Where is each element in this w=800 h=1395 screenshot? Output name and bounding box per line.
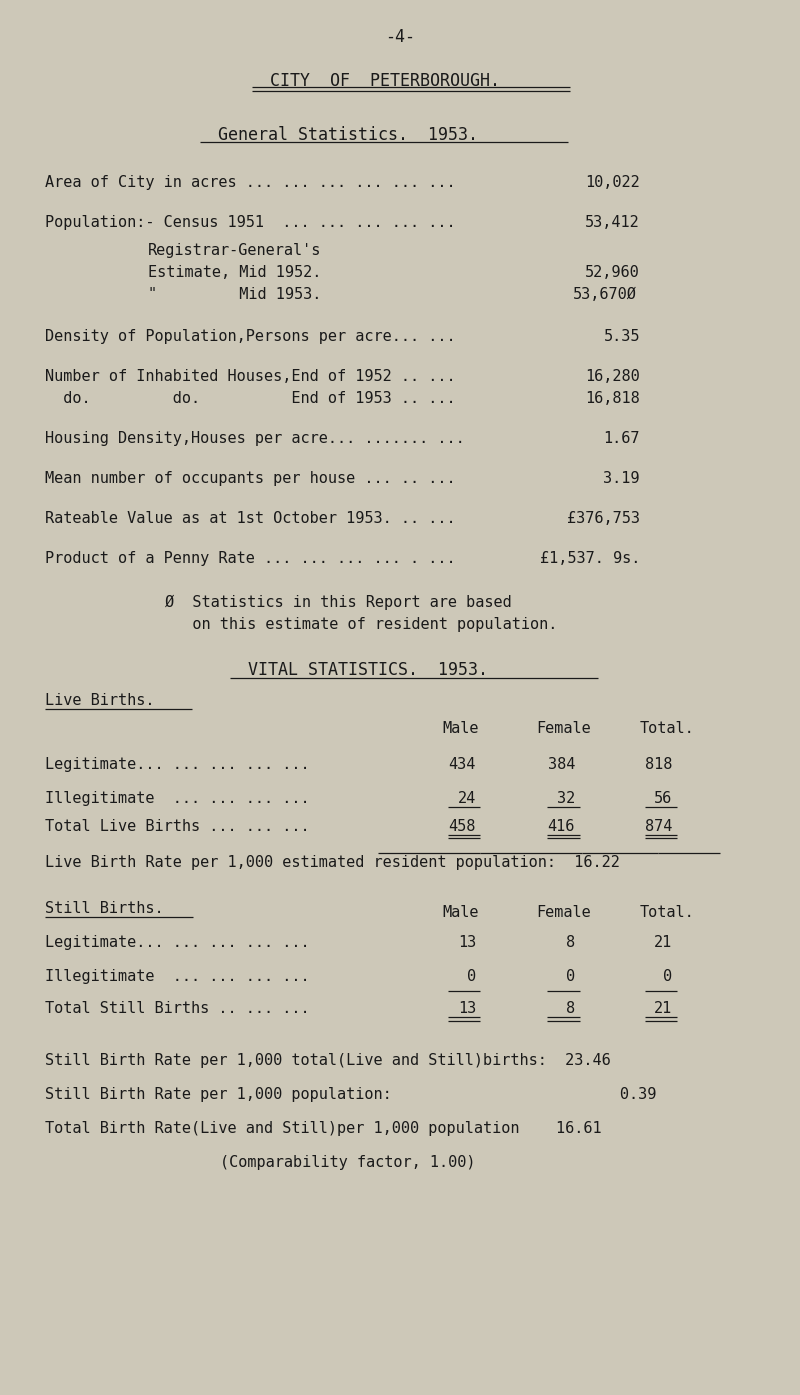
Text: 24: 24 [458, 791, 476, 806]
Text: Mean number of occupants per house ... .. ...: Mean number of occupants per house ... .… [45, 472, 456, 485]
Text: Illegitimate  ... ... ... ...: Illegitimate ... ... ... ... [45, 791, 310, 806]
Text: 53,670Ø: 53,670Ø [573, 287, 637, 301]
Text: "         Mid 1953.: " Mid 1953. [148, 287, 322, 301]
Text: Still Birth Rate per 1,000 population:                         0.39: Still Birth Rate per 1,000 population: 0… [45, 1087, 656, 1102]
Text: 416: 416 [548, 819, 575, 834]
Text: Total.: Total. [640, 905, 694, 919]
Text: 0: 0 [467, 970, 476, 983]
Text: Male: Male [442, 721, 478, 737]
Text: 5.35: 5.35 [603, 329, 640, 345]
Text: Population:- Census 1951  ... ... ... ... ...: Population:- Census 1951 ... ... ... ...… [45, 215, 456, 230]
Text: 874: 874 [645, 819, 672, 834]
Text: Female: Female [536, 721, 590, 737]
Text: 8: 8 [566, 935, 575, 950]
Text: Total Still Births .. ... ...: Total Still Births .. ... ... [45, 1002, 310, 1016]
Text: Registrar-General's: Registrar-General's [148, 243, 322, 258]
Text: Live Birth Rate per 1,000 estimated resident population:  16.22: Live Birth Rate per 1,000 estimated resi… [45, 855, 620, 870]
Text: Illegitimate  ... ... ... ...: Illegitimate ... ... ... ... [45, 970, 310, 983]
Text: 16,818: 16,818 [586, 391, 640, 406]
Text: £376,753: £376,753 [567, 511, 640, 526]
Text: 13: 13 [458, 935, 476, 950]
Text: Legitimate... ... ... ... ...: Legitimate... ... ... ... ... [45, 935, 310, 950]
Text: 21: 21 [654, 1002, 672, 1016]
Text: 458: 458 [449, 819, 476, 834]
Text: Female: Female [536, 905, 590, 919]
Text: 818: 818 [645, 757, 672, 771]
Text: 53,412: 53,412 [586, 215, 640, 230]
Text: 13: 13 [458, 1002, 476, 1016]
Text: 10,022: 10,022 [586, 174, 640, 190]
Text: 3.19: 3.19 [603, 472, 640, 485]
Text: Live Births.: Live Births. [45, 693, 154, 709]
Text: Total.: Total. [640, 721, 694, 737]
Text: 16,280: 16,280 [586, 370, 640, 384]
Text: General Statistics.  1953.: General Statistics. 1953. [218, 126, 478, 144]
Text: 0: 0 [663, 970, 672, 983]
Text: Total Birth Rate(Live and Still)per 1,000 population    16.61: Total Birth Rate(Live and Still)per 1,00… [45, 1122, 602, 1136]
Text: 8: 8 [566, 1002, 575, 1016]
Text: do.         do.          End of 1953 .. ...: do. do. End of 1953 .. ... [45, 391, 456, 406]
Text: VITAL STATISTICS.  1953.: VITAL STATISTICS. 1953. [248, 661, 488, 679]
Text: on this estimate of resident population.: on this estimate of resident population. [165, 617, 558, 632]
Text: 384: 384 [548, 757, 575, 771]
Text: £1,537. 9s.: £1,537. 9s. [540, 551, 640, 566]
Text: 434: 434 [449, 757, 476, 771]
Text: Area of City in acres ... ... ... ... ... ...: Area of City in acres ... ... ... ... ..… [45, 174, 456, 190]
Text: CITY  OF  PETERBOROUGH.: CITY OF PETERBOROUGH. [270, 73, 500, 91]
Text: 0: 0 [566, 970, 575, 983]
Text: (Comparability factor, 1.00): (Comparability factor, 1.00) [220, 1155, 475, 1170]
Text: Number of Inhabited Houses,End of 1952 .. ...: Number of Inhabited Houses,End of 1952 .… [45, 370, 456, 384]
Text: Product of a Penny Rate ... ... ... ... . ...: Product of a Penny Rate ... ... ... ... … [45, 551, 456, 566]
Text: 32: 32 [557, 791, 575, 806]
Text: Ø  Statistics in this Report are based: Ø Statistics in this Report are based [165, 596, 512, 610]
Text: 56: 56 [654, 791, 672, 806]
Text: -4-: -4- [385, 28, 415, 46]
Text: 52,960: 52,960 [586, 265, 640, 280]
Text: Housing Density,Houses per acre... ....... ...: Housing Density,Houses per acre... .....… [45, 431, 465, 446]
Text: 21: 21 [654, 935, 672, 950]
Text: Rateable Value as at 1st October 1953. .. ...: Rateable Value as at 1st October 1953. .… [45, 511, 456, 526]
Text: 1.67: 1.67 [603, 431, 640, 446]
Text: Male: Male [442, 905, 478, 919]
Text: Total Live Births ... ... ...: Total Live Births ... ... ... [45, 819, 310, 834]
Text: Density of Population,Persons per acre... ...: Density of Population,Persons per acre..… [45, 329, 456, 345]
Text: Legitimate... ... ... ... ...: Legitimate... ... ... ... ... [45, 757, 310, 771]
Text: Still Birth Rate per 1,000 total(Live and Still)births:  23.46: Still Birth Rate per 1,000 total(Live an… [45, 1053, 610, 1069]
Text: Still Births.: Still Births. [45, 901, 164, 917]
Text: Estimate, Mid 1952.: Estimate, Mid 1952. [148, 265, 322, 280]
